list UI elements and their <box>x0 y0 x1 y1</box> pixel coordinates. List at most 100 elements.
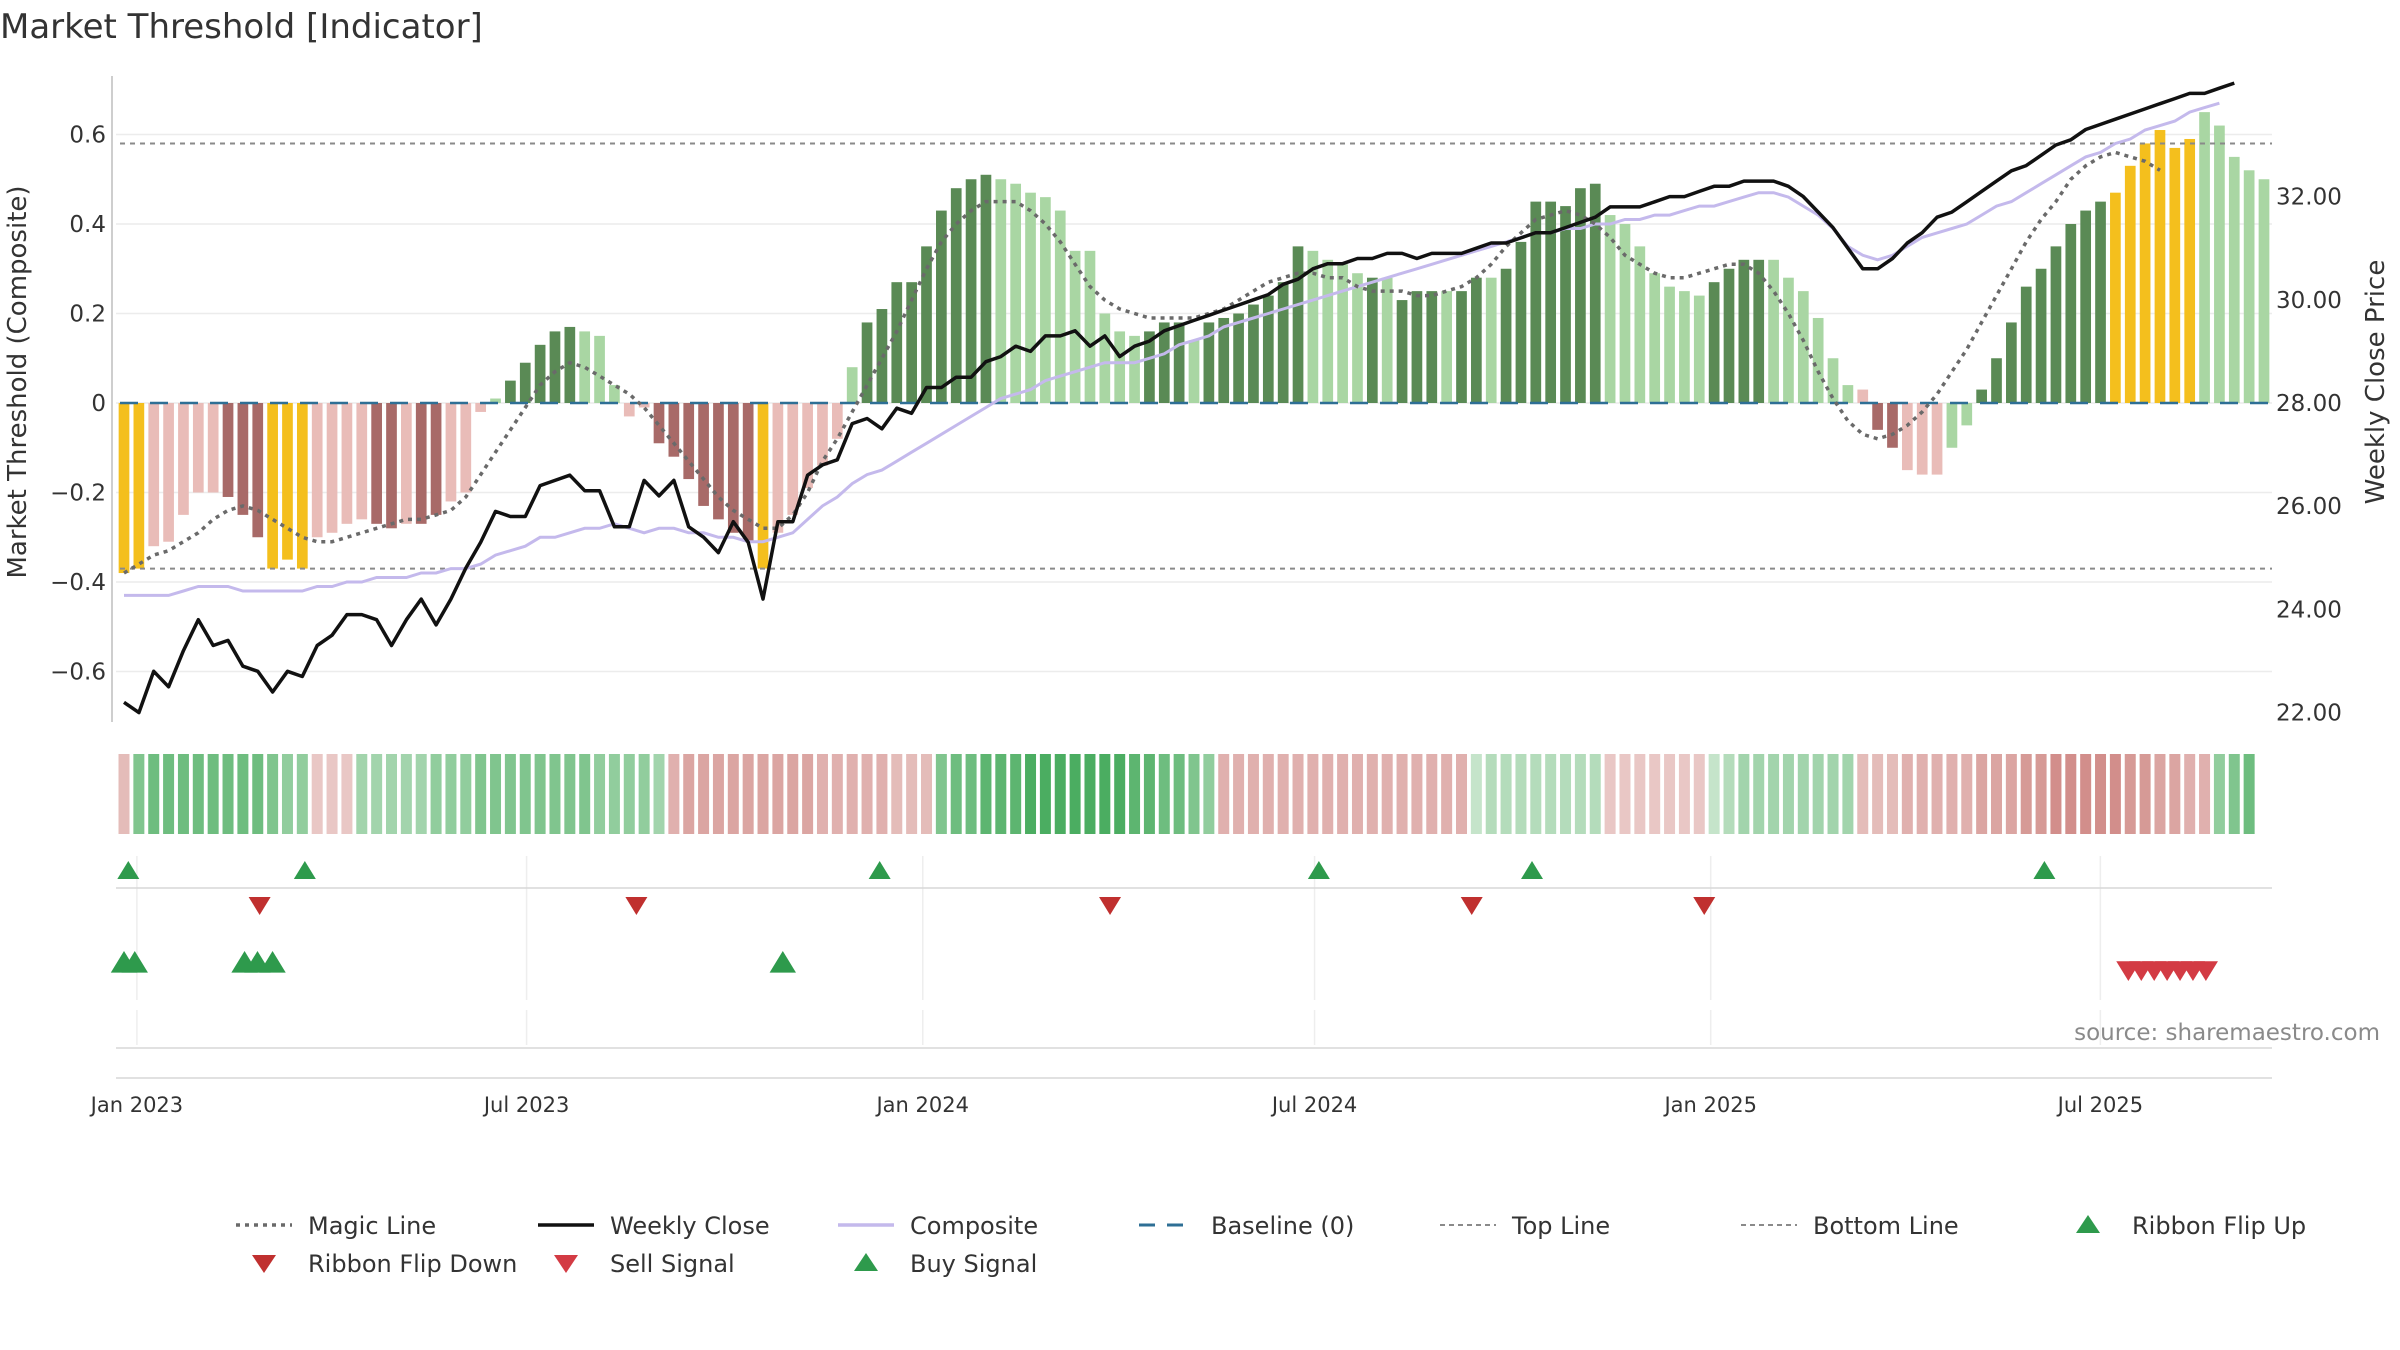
ribbon-cell <box>1426 754 1438 834</box>
composite-bar <box>1916 403 1928 475</box>
ribbon-cell <box>460 754 472 834</box>
composite-bar <box>579 331 591 403</box>
ribbon-cell <box>326 754 338 834</box>
composite-bar <box>1649 273 1661 403</box>
ribbon-cell <box>1262 754 1274 834</box>
ribbon-cell <box>1693 754 1705 834</box>
ribbon-cell <box>1500 754 1512 834</box>
composite-bar <box>2258 179 2270 403</box>
buy-signal-marker <box>769 951 796 973</box>
ribbon-cell <box>995 754 1007 834</box>
composite-bar <box>534 344 546 403</box>
ribbon-cell <box>876 754 888 834</box>
ribbon-cell <box>1723 754 1735 834</box>
ribbon-cell <box>906 754 918 834</box>
composite-bar <box>1010 183 1022 403</box>
ribbon-cell <box>683 754 695 834</box>
ribbon-cell <box>802 754 814 834</box>
composite-bar <box>1530 201 1542 403</box>
composite-bar <box>772 403 784 533</box>
ribbon-cell <box>1114 754 1126 834</box>
legend-swatch <box>554 1255 578 1273</box>
legend-swatch <box>2076 1215 2100 1233</box>
ribbon-cell <box>1991 754 2002 834</box>
composite-bar <box>2243 170 2255 403</box>
composite-bar <box>1545 201 1557 403</box>
composite-bar <box>623 403 635 417</box>
y-left-tick-label: 0.2 <box>69 302 106 328</box>
composite-bar <box>430 403 442 515</box>
legend-label: Baseline (0) <box>1211 1212 1354 1240</box>
ribbon-cell <box>2139 754 2151 834</box>
composite-bar <box>2006 322 2017 403</box>
composite-bar <box>1248 304 1259 403</box>
ribbon-cell <box>2169 754 2181 834</box>
composite-bar <box>1931 403 1943 475</box>
buy-signal-marker <box>259 951 286 973</box>
legend-item: Sell Signal <box>554 1250 735 1278</box>
composite-bar <box>1575 188 1586 403</box>
legend-label: Sell Signal <box>610 1250 735 1278</box>
composite-bar <box>921 246 932 403</box>
composite-bar <box>1515 241 1527 403</box>
ribbon-cell <box>1084 754 1096 834</box>
ribbon-cell <box>623 754 635 834</box>
composite-bar <box>757 403 769 569</box>
magic-line <box>123 150 2161 575</box>
composite-bar <box>1946 403 1958 448</box>
composite-bar <box>1768 259 1779 403</box>
ribbon-cell <box>1396 754 1408 834</box>
composite-bar <box>2214 125 2225 404</box>
ribbon-cell <box>1039 754 1051 834</box>
ribbon-cell <box>1069 754 1081 834</box>
axes: 0.6 0.4 0.2 0 −0.2 −0.4 −0.6 32.00 30.00 28.00 26.… <box>50 76 2342 1117</box>
ribbon-cell <box>1025 754 1037 834</box>
ribbon-cell <box>534 754 546 834</box>
legend-item: Bottom Line <box>1741 1212 1959 1240</box>
composite-bar <box>2228 156 2240 403</box>
y-left-tick-label: 0.4 <box>69 212 106 238</box>
composite-bar <box>1337 264 1348 403</box>
legend-item: Magic Line <box>236 1212 436 1240</box>
composite-bar <box>1366 277 1378 403</box>
composite-bar <box>118 403 130 574</box>
ribbon-cell <box>1619 754 1631 834</box>
ribbon-cell <box>1901 754 1913 834</box>
lines <box>120 81 2272 715</box>
ribbon-cell <box>1292 754 1304 834</box>
ribbon-cell <box>1857 754 1869 834</box>
composite-bar <box>1560 206 1571 403</box>
ribbon-cell <box>757 754 769 834</box>
ribbon-cell <box>1441 754 1453 834</box>
composite-bar <box>698 403 709 506</box>
ribbon-cell <box>2199 754 2211 834</box>
ribbon-cell <box>192 754 204 834</box>
composite-bar <box>1753 259 1765 403</box>
composite-bar <box>1991 358 2002 403</box>
ribbon-cell <box>980 754 992 834</box>
composite-bars <box>118 112 2270 574</box>
composite-bar <box>1292 246 1304 403</box>
composite-bar <box>1485 277 1497 403</box>
ribbon-cell <box>727 754 739 834</box>
composite-bar <box>906 282 917 403</box>
ribbon-cell <box>133 754 145 834</box>
composite-bar <box>1664 286 1675 403</box>
ribbon-cell <box>1768 754 1780 834</box>
ribbon-cell <box>1886 754 1898 834</box>
composite-bar <box>2095 201 2106 403</box>
legend-label: Top Line <box>1511 1212 1610 1240</box>
composite-bar <box>1352 273 1363 403</box>
ribbon-cell <box>2050 754 2062 834</box>
ribbon-cell <box>519 754 531 834</box>
composite-bar <box>178 403 189 515</box>
ribbon-cell <box>177 754 189 834</box>
y-axis-left-label: Market Threshold (Composite) <box>3 185 33 578</box>
ribbon-flip-down-marker <box>1693 897 1716 915</box>
composite-bar <box>936 210 947 403</box>
ribbon-cell <box>698 754 710 834</box>
ribbon-flip-down-marker <box>625 897 648 915</box>
ribbon-cell <box>1366 754 1378 834</box>
ribbon-cell <box>1916 754 1928 834</box>
ribbon-cell <box>1797 754 1809 834</box>
